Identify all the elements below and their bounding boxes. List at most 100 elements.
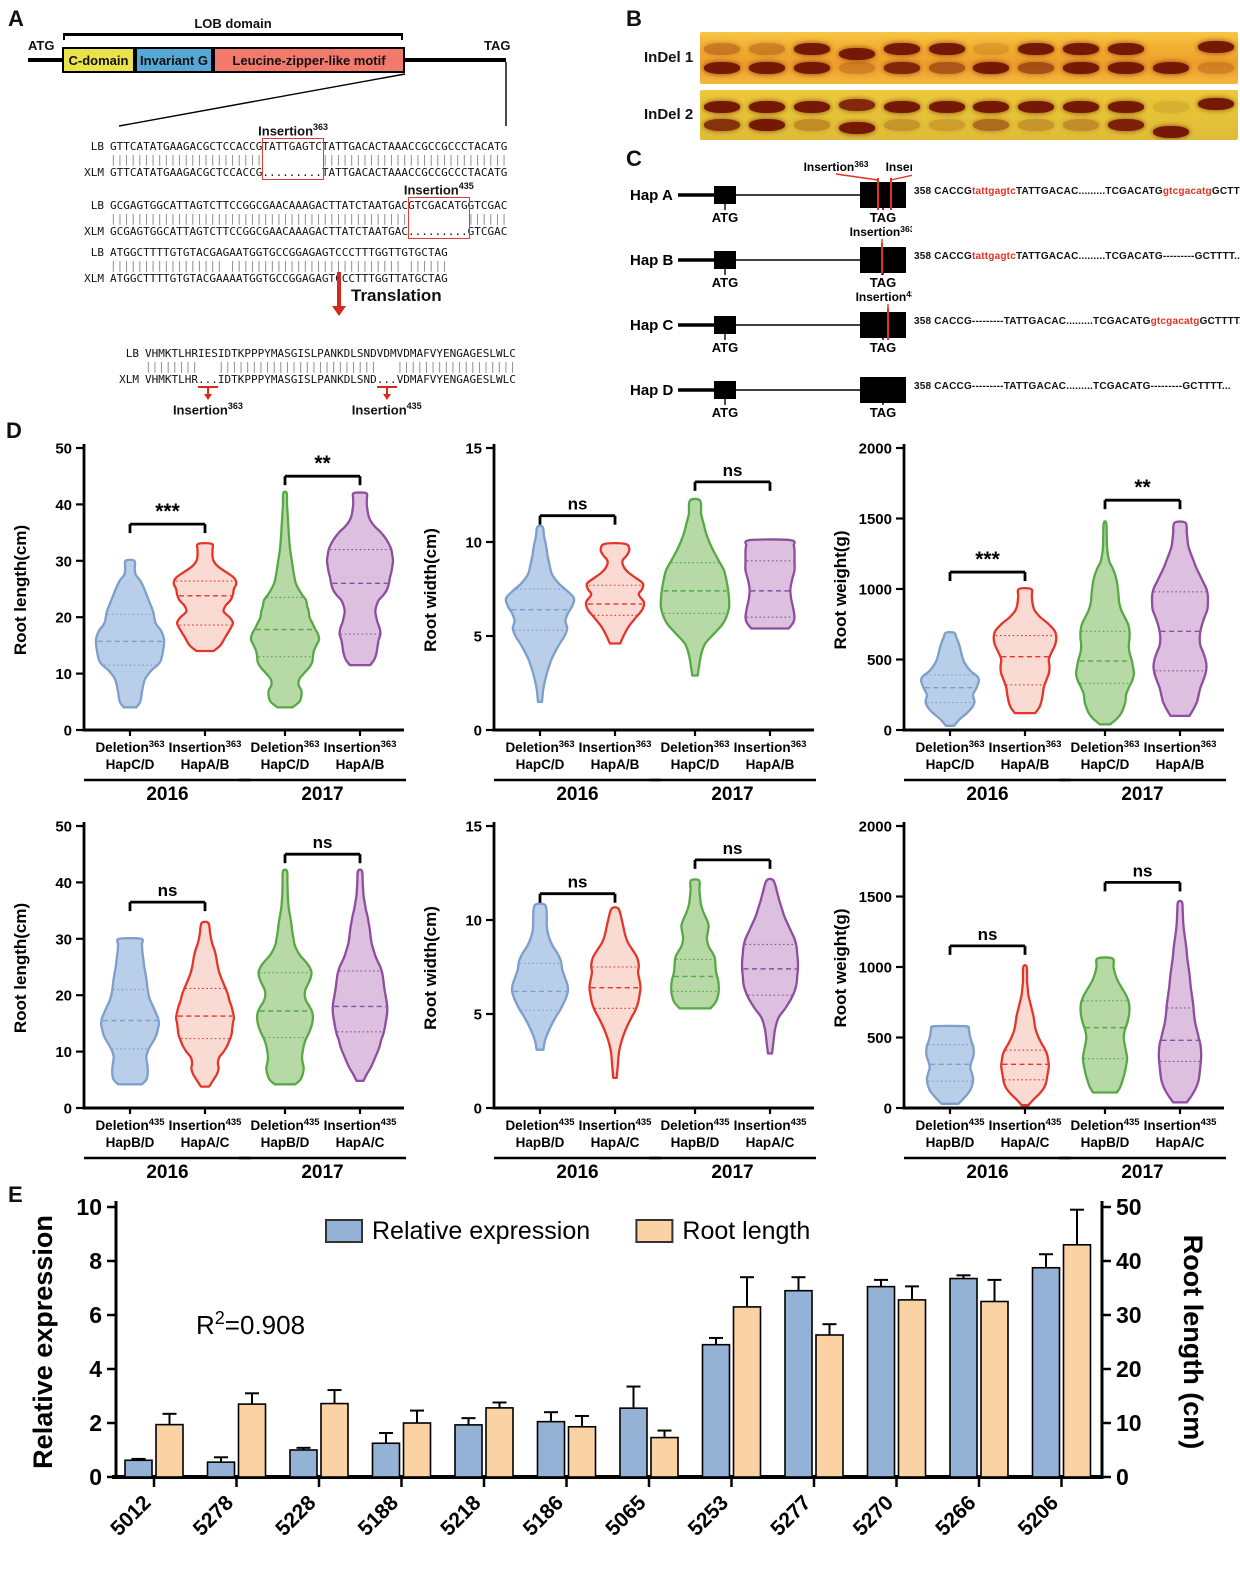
- chart-text: 5188: [354, 1491, 404, 1541]
- insertion-under-label: Insertion363: [172, 401, 243, 418]
- chart-text: 40: [55, 497, 72, 514]
- lob-domain-bracket: [63, 33, 403, 36]
- chart-text: HapA/C: [181, 1135, 230, 1150]
- violin-plot-root-weight-435: 0 500 1000 1500 2000 Root weight(g) ns ns Deleti…: [831, 819, 1226, 1183]
- chart-text: 5270: [849, 1491, 898, 1540]
- chart-shape: [835, 173, 879, 181]
- chart-text: 1500: [859, 511, 892, 528]
- chart-shape: [174, 920, 236, 1088]
- gel-band: [973, 62, 1010, 75]
- chart-text: 2000: [859, 819, 892, 836]
- chart-text: 2017: [301, 1162, 343, 1183]
- chart-text: 2016: [556, 1162, 598, 1183]
- chart-text: 2016: [146, 784, 188, 805]
- hap-row-hap-c: Hap C Insertion435 ATG TAG 358 CACCG--------…: [622, 290, 1240, 356]
- gel-band: [1152, 101, 1189, 113]
- chart-text: Root weight(g): [831, 909, 850, 1028]
- chart-text: ATG: [712, 210, 738, 225]
- gel-band: [883, 119, 920, 131]
- chart-text: 2017: [711, 784, 753, 805]
- insertion-dots: ...: [197, 373, 218, 388]
- chart-shape: [1079, 956, 1131, 1094]
- chart-shape: 363: [226, 739, 242, 750]
- chart-text: ns: [1133, 861, 1153, 880]
- chart-text: 0: [64, 1101, 72, 1118]
- chart-shape: 435: [559, 1117, 576, 1128]
- chart-text: 5266: [931, 1491, 980, 1540]
- chart-text: 2016: [966, 784, 1008, 805]
- chart-text: 40: [1116, 1248, 1142, 1274]
- gel-band: [928, 119, 965, 131]
- insertion-box-label: Insertion363: [258, 121, 329, 138]
- chart-shape: [118, 73, 406, 127]
- chart-text: Relative expression: [372, 1217, 590, 1245]
- seq-row-text: VHMKTLHRIESIDTKPPPYMASGISLPANKDLSNDVDMVD…: [145, 347, 516, 360]
- hap-gene-model: Hap B Insertion363 ATG TAG: [630, 225, 912, 290]
- chart-text: 2: [89, 1410, 102, 1436]
- domain-box-2: Leucine-zipper-like motif: [213, 47, 405, 73]
- seq-row-label: XLM: [119, 373, 139, 386]
- insertion-under-mark-1: Insertion435: [352, 386, 422, 417]
- chart-text: 0: [89, 1464, 102, 1490]
- chart-text: 2016: [556, 784, 598, 805]
- chart-text: Insertion435: [324, 1117, 398, 1133]
- chart-shape: [714, 186, 736, 204]
- chart-shape: [454, 1424, 483, 1478]
- chart-shape: 435: [906, 290, 912, 299]
- hap-gene-model: Hap C Insertion435 ATG TAG: [630, 290, 912, 355]
- chart-text: 5278: [189, 1491, 239, 1541]
- chart-shape: [890, 174, 912, 181]
- chart-text: Insertion435: [579, 1117, 653, 1133]
- chart-shape: [980, 1300, 1009, 1478]
- chart-text: Deletion363: [1070, 739, 1139, 755]
- chart-shape: [714, 381, 736, 399]
- chart-shape: 363: [791, 739, 807, 750]
- gel-band: [838, 62, 875, 75]
- chart-text: Insertion435: [886, 160, 912, 174]
- insertion-box-label: Insertion435: [403, 180, 474, 197]
- chart-text: 0: [1116, 1464, 1129, 1490]
- chart-shape: 435: [1201, 1117, 1218, 1128]
- chart-text: ATG: [712, 275, 738, 290]
- chart-text: 2017: [711, 1162, 753, 1183]
- chart-text: 4: [89, 1356, 102, 1382]
- chart-text: Deletion363: [915, 739, 984, 755]
- chart-shape: [866, 1285, 896, 1478]
- chart-shape: [744, 538, 796, 630]
- chart-shape: [1150, 520, 1210, 718]
- chart-text: 5: [474, 629, 482, 646]
- seq-row-label: [70, 153, 104, 166]
- gel-band: [1063, 119, 1100, 131]
- violin-grid: 0 10 20 30 40 50 Root length(cm) *** ** Deletion3…: [6, 430, 1236, 1186]
- translation-label: Translation: [351, 286, 442, 305]
- chart-text: 10: [76, 1194, 102, 1220]
- seq-row-text: GCGAGTGGCATTAGTCTTCCGGCGAACAAAGACTTATCTA…: [110, 199, 508, 212]
- chart-text: 5186: [519, 1491, 568, 1540]
- chart-text: 5228: [271, 1491, 321, 1541]
- violin-plot-root-length-435: 0 10 20 30 40 50 Root length(cm) ns ns Deletion43…: [11, 819, 406, 1183]
- bracket-tick-left: [63, 33, 65, 40]
- chart-text: HapA/C: [591, 1135, 640, 1150]
- seq-row-label: LB: [125, 347, 139, 360]
- domain-box-1: Invariant G: [135, 47, 213, 73]
- chart-text: ns: [568, 495, 588, 514]
- chart-text: 5277: [766, 1491, 815, 1540]
- chart-text: Insertion363: [734, 739, 807, 755]
- chart-shape: [992, 586, 1058, 715]
- chart-shape: [249, 490, 321, 709]
- chart-shape: 435: [636, 1117, 653, 1128]
- chart-shape: [567, 1425, 597, 1478]
- chart-text: 1000: [859, 960, 892, 977]
- chart-text: 8: [89, 1248, 102, 1274]
- gel-strip-label-0: InDel 1: [644, 49, 694, 66]
- chart-text: 20: [1116, 1356, 1142, 1382]
- seq-row-text: ||||||||||||||||||||||| ||||||||||||||||…: [110, 153, 508, 166]
- chart-shape: 435: [149, 1117, 166, 1128]
- insertion-dots: ...: [376, 373, 397, 388]
- chart-text: 2017: [301, 784, 343, 805]
- chart-text: **: [1134, 476, 1151, 499]
- chart-text: ns: [723, 839, 743, 858]
- panel-a-gene-structure: A LOB domain ATG TAG C-domain Invariant G…: [6, 4, 620, 420]
- chart-text: HapA/B: [591, 757, 640, 772]
